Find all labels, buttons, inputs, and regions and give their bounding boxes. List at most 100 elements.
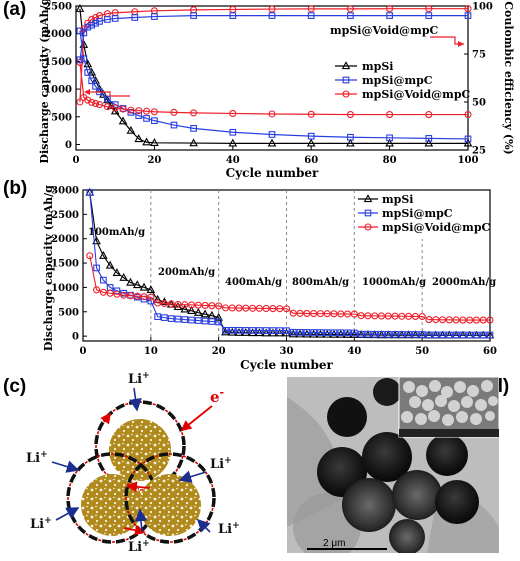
data-point <box>174 300 182 309</box>
data-point <box>201 317 209 325</box>
data-point <box>336 329 346 338</box>
data-point <box>268 110 276 118</box>
legend-marker <box>364 209 372 217</box>
data-point <box>309 329 318 338</box>
data-point <box>190 125 197 132</box>
data-point <box>133 292 141 300</box>
data-point <box>307 12 315 19</box>
data-point <box>227 327 237 336</box>
panel-label-c: (c) <box>3 376 27 397</box>
series-line <box>79 62 468 116</box>
data-point <box>147 297 155 305</box>
panel-label-a: (a) <box>3 0 27 20</box>
li-ion-label: Li+ <box>30 516 52 532</box>
sphere <box>327 397 367 437</box>
data-point <box>151 117 158 124</box>
data-point <box>190 12 197 19</box>
data-point <box>425 5 433 13</box>
data-point <box>150 138 159 146</box>
rate-label: 800mAh/g <box>292 277 349 288</box>
data-point <box>214 312 223 321</box>
y2-tick-label: 100 <box>472 2 493 13</box>
data-point <box>215 318 223 326</box>
y-tick-label: 3000 <box>51 186 79 197</box>
data-point <box>84 96 92 104</box>
data-point <box>229 12 237 19</box>
data-point <box>92 236 101 245</box>
data-point <box>330 329 338 337</box>
data-point <box>346 111 354 119</box>
data-point <box>113 287 121 295</box>
series-mpsi-void-mpc <box>86 252 494 324</box>
data-point <box>268 328 278 337</box>
data-point <box>126 292 135 300</box>
data-point <box>100 276 107 284</box>
data-point <box>464 111 472 119</box>
data-point <box>106 289 114 297</box>
data-point <box>432 331 440 339</box>
data-point <box>347 133 354 141</box>
data-point <box>464 12 472 19</box>
sphere <box>392 470 442 520</box>
data-point <box>432 316 440 324</box>
legend-label: mpSi@mpC <box>382 207 453 220</box>
data-point <box>111 104 119 112</box>
y-tick-label: 1000 <box>44 85 72 96</box>
data-point <box>424 138 434 147</box>
chart-b: 0 10 20 30 40 50 60 0 500 1000 1500 2000 2500 3000 Cyc… <box>42 185 497 372</box>
y-tick-label: 2000 <box>44 29 72 40</box>
li-ion-label: Li+ <box>26 450 48 466</box>
legend-marker <box>342 90 350 98</box>
data-point <box>180 304 190 313</box>
data-point <box>143 115 150 122</box>
y2-tick-label: 25 <box>472 146 486 157</box>
data-point <box>261 328 271 337</box>
data-point <box>425 331 433 339</box>
data-point <box>93 286 101 294</box>
series-ce-mpsi-void-mpc <box>76 5 472 106</box>
data-point <box>289 328 297 336</box>
data-point <box>127 106 135 114</box>
data-point <box>405 312 413 320</box>
y2-tick-label: 50 <box>472 98 486 109</box>
data-point <box>76 98 84 106</box>
data-point <box>316 310 324 318</box>
x-tick-label: 40 <box>347 346 361 357</box>
data-point <box>249 327 256 334</box>
data-point <box>221 327 230 336</box>
data-point <box>188 316 195 324</box>
x-axis-label: Cycle number <box>226 166 319 180</box>
data-point <box>459 316 467 324</box>
data-point <box>200 309 210 318</box>
x-axis-label: Cycle number <box>240 358 333 372</box>
legend-marker <box>341 61 351 70</box>
y-tick-label: 500 <box>51 112 72 123</box>
data-point <box>181 301 189 309</box>
data-point <box>346 138 355 147</box>
data-point <box>364 330 372 338</box>
data-point <box>248 328 257 337</box>
data-point <box>153 294 162 303</box>
data-point <box>425 12 433 19</box>
data-point <box>391 331 399 338</box>
data-point <box>229 109 237 117</box>
data-point <box>398 312 406 320</box>
data-point <box>296 328 304 336</box>
data-point <box>234 327 244 336</box>
si-core-right <box>139 474 201 536</box>
x-tick-label: 50 <box>415 346 429 357</box>
data-point <box>235 304 243 312</box>
x-tick-label: 100 <box>458 155 479 166</box>
tem-image <box>287 377 499 553</box>
sphere <box>362 432 412 482</box>
x-tick-label: 20 <box>147 155 161 166</box>
data-point <box>302 329 312 338</box>
data-point <box>113 290 121 298</box>
data-point <box>316 329 325 338</box>
data-point <box>235 326 243 334</box>
data-point <box>337 329 345 337</box>
rate-label: 1000mAh/g <box>362 277 426 288</box>
data-point <box>190 109 198 117</box>
data-point <box>194 301 202 309</box>
data-point <box>425 316 433 324</box>
